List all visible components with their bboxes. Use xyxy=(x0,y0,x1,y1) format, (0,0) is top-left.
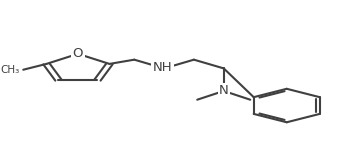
Text: CH₃: CH₃ xyxy=(1,65,20,75)
Text: NH: NH xyxy=(153,61,172,74)
Text: N: N xyxy=(219,85,228,97)
Text: O: O xyxy=(73,47,83,60)
